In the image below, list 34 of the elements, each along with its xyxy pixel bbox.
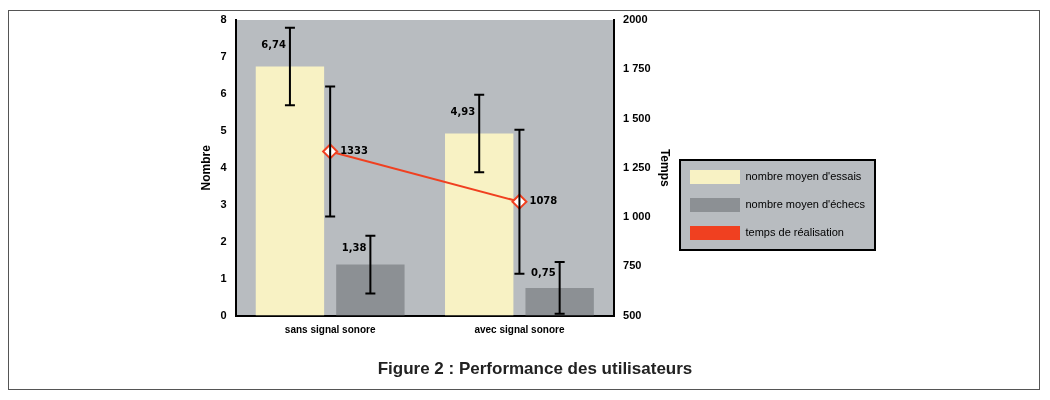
data-label: 1333 — [340, 145, 369, 157]
data-label: 1,38 — [341, 242, 367, 254]
y-tick-label: 4 — [220, 160, 228, 173]
y-tick-label: 2 — [220, 234, 227, 247]
y-axis-title: Nombre — [198, 144, 213, 191]
y2-tick-label: 1 000 — [623, 210, 651, 223]
y-tick-label: 8 — [220, 13, 227, 26]
y2-tick-label: 1 250 — [623, 160, 651, 173]
x-tick-label: avec signal sonore — [474, 324, 565, 336]
bar — [445, 133, 514, 316]
data-label: 6,74 — [261, 38, 286, 50]
bar — [525, 287, 594, 316]
y2-tick-label: 750 — [623, 259, 642, 272]
y-tick-label: 6 — [220, 86, 227, 99]
bar — [255, 66, 325, 316]
y-tick-label: 1 — [220, 271, 227, 284]
y2-tick-label: 500 — [623, 308, 642, 321]
legend-label: nombre moyen d'essais — [745, 170, 862, 183]
bar — [336, 264, 405, 316]
y2-tick-label: 1 750 — [623, 62, 651, 75]
y-tick-label: 7 — [220, 49, 227, 62]
y2-tick-label: 2000 — [623, 13, 648, 26]
data-label: 0,75 — [530, 267, 556, 279]
legend-label: temps de réalisation — [745, 226, 844, 239]
legend-label: nombre moyen d'échecs — [745, 198, 866, 211]
data-label: 4,93 — [450, 105, 476, 117]
y2-axis-title: Temps — [658, 148, 673, 188]
y2-tick-label: 1 500 — [623, 111, 651, 124]
data-label: 1078 — [529, 195, 558, 207]
x-tick-label: sans signal sonore — [284, 324, 376, 336]
text: Figure 2 : Performance des utilisateurs — [377, 359, 693, 379]
y-tick-label: 3 — [220, 197, 227, 210]
y-tick-label: 0 — [220, 308, 227, 321]
y-tick-label: 5 — [220, 123, 227, 136]
